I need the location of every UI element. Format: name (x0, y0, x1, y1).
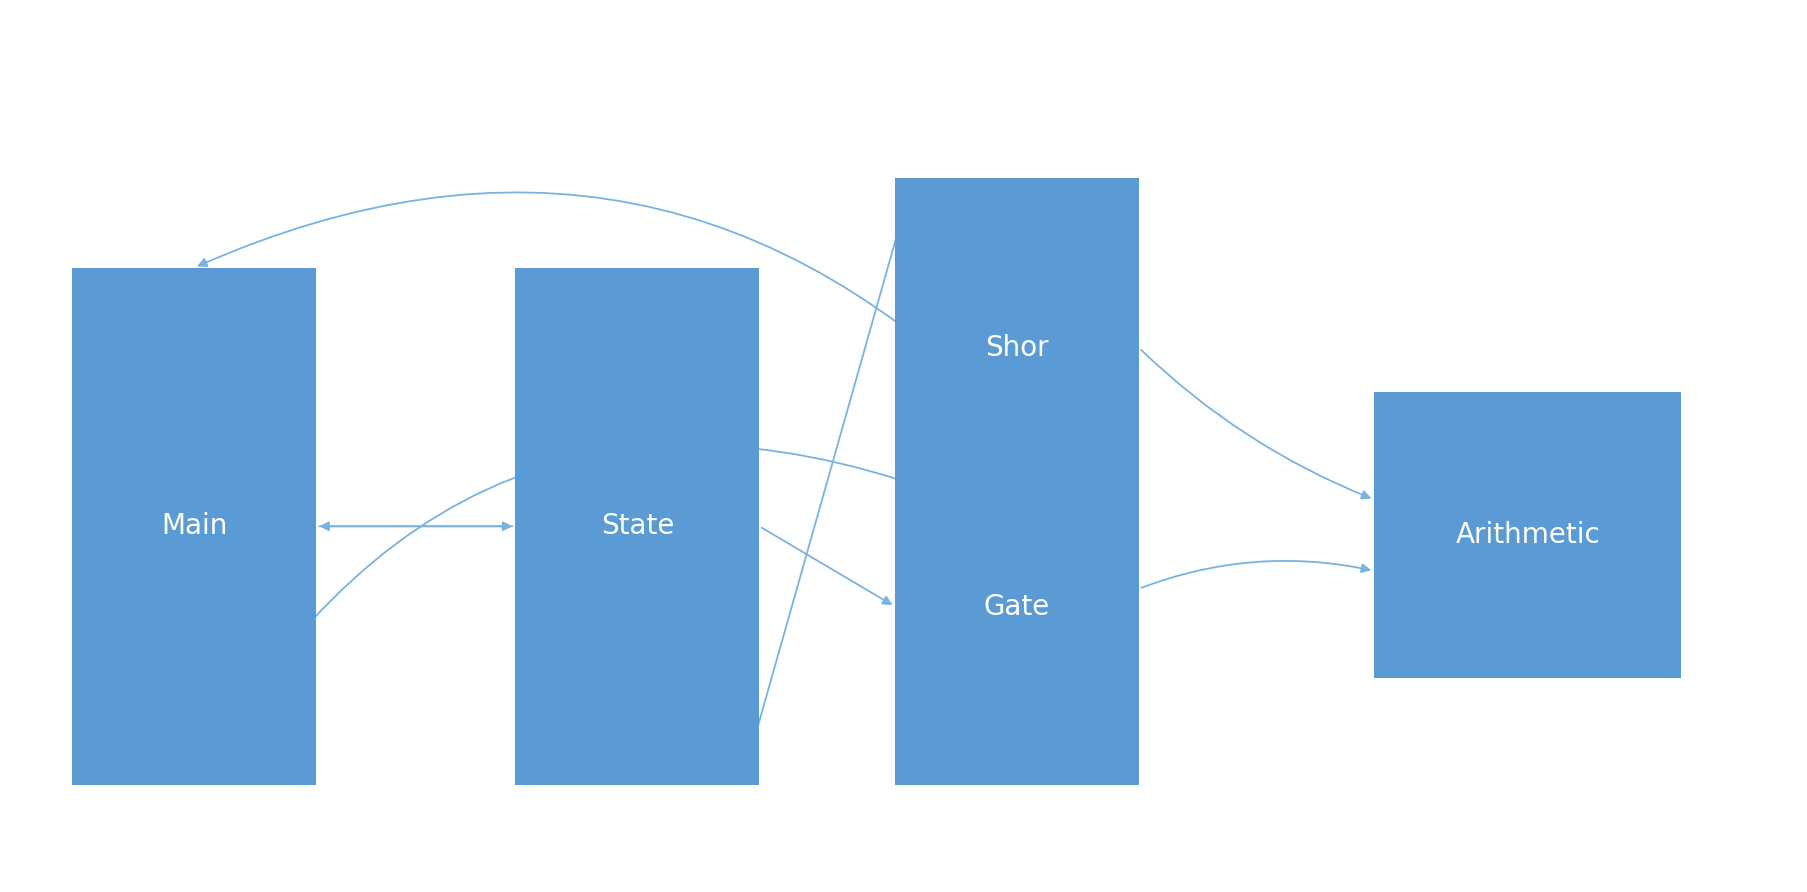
FancyBboxPatch shape (515, 268, 759, 785)
FancyBboxPatch shape (894, 428, 1138, 785)
Text: Main: Main (161, 512, 228, 541)
Text: Shor: Shor (985, 334, 1048, 362)
FancyBboxPatch shape (72, 268, 316, 785)
FancyBboxPatch shape (1373, 392, 1681, 678)
FancyBboxPatch shape (894, 178, 1138, 517)
Text: Arithmetic: Arithmetic (1455, 521, 1599, 549)
Text: Gate: Gate (983, 592, 1050, 621)
Text: State: State (600, 512, 674, 541)
